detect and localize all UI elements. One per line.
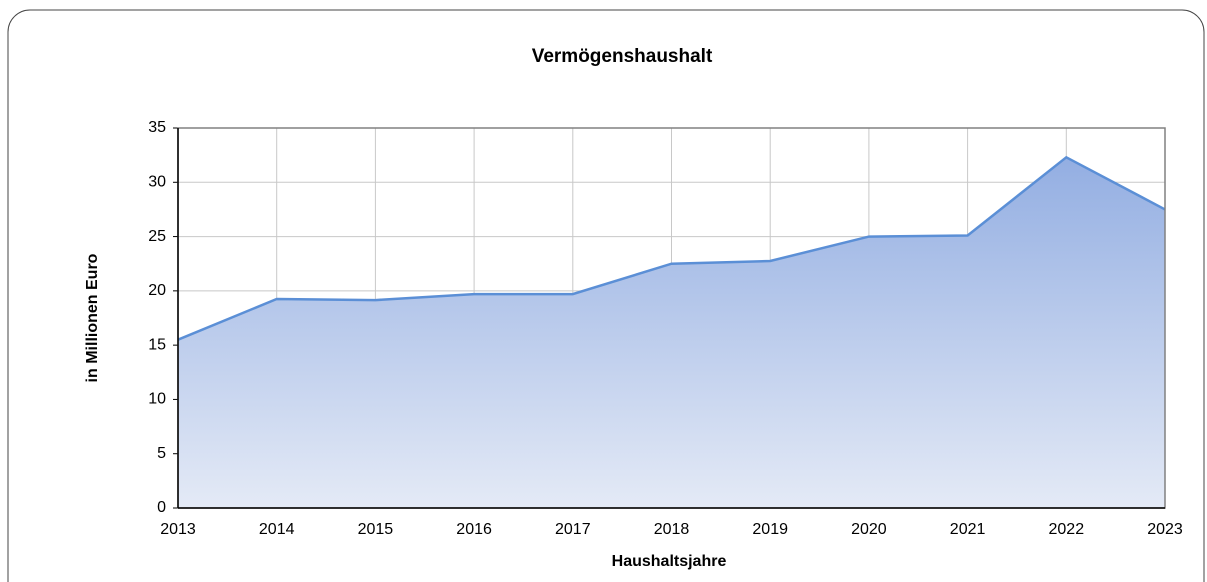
y-tick-label: 20 [148,282,166,299]
x-tick-label: 2017 [555,521,591,538]
y-axis-label: in Millionen Euro [84,253,101,382]
y-tick-label: 0 [157,499,166,516]
x-tick-label: 2018 [654,521,690,538]
x-tick-label: 2016 [456,521,492,538]
y-tick-label: 30 [148,174,166,191]
x-tick-label: 2019 [752,521,788,538]
y-tick-label: 15 [148,336,166,353]
x-tick-label: 2020 [851,521,887,538]
x-tick-label: 2015 [358,521,394,538]
frame [7,9,1205,582]
x-tick-label: 2013 [160,521,196,538]
x-tick-label: 2023 [1147,521,1183,538]
area [178,157,1165,509]
y-tick-label: 35 [148,119,166,136]
y-tick-label: 5 [157,445,166,462]
y-tick-label: 10 [148,391,166,408]
line [177,155,1166,341]
x-tick-label: 2022 [1049,521,1085,538]
x-tick-label: 2021 [950,521,986,538]
x-tick-label: 2014 [259,521,295,538]
x-axis-label: Haushaltsjahre [612,553,727,570]
y-tick-label: 25 [148,228,166,245]
chart-title: Vermögenshaushalt [532,46,713,67]
